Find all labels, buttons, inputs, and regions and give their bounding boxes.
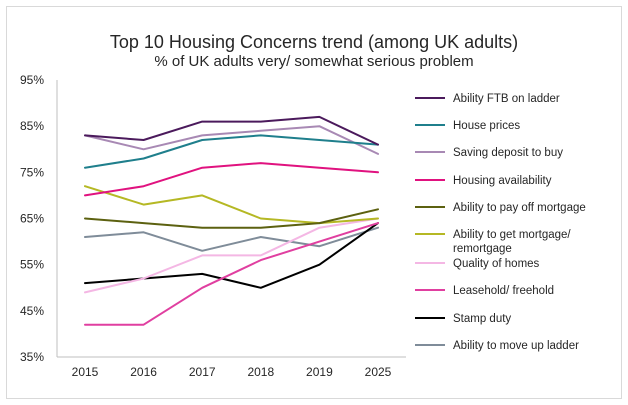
legend-label: Ability FTB on ladder <box>453 93 560 105</box>
legend-item-ability-ftb-on-ladder: Ability FTB on ladder <box>415 93 560 105</box>
y-tick-label: 45% <box>20 304 44 318</box>
legend-label: Stamp duty <box>453 313 511 325</box>
y-tick-label: 95% <box>20 73 44 87</box>
x-tick-label: 2017 <box>189 365 216 379</box>
legend-label: Ability to move up ladder <box>453 340 579 352</box>
legend-item-ability-to-pay-off-mortgage: Ability to pay off mortgage <box>415 202 586 214</box>
y-tick-label: 75% <box>20 165 44 179</box>
x-tick-label: 2015 <box>72 365 99 379</box>
legend-label: Ability to pay off mortgage <box>453 202 586 214</box>
chart-frame <box>6 6 622 399</box>
chart-title: Top 10 Housing Concerns trend (among UK … <box>109 32 519 52</box>
series-line-saving-deposit-to-buy <box>84 125 379 155</box>
y-tick-label: 65% <box>20 212 44 226</box>
legend-item-ability-to-get-mortgage-remortgage: Ability to get mortgage/remortgage <box>415 229 571 255</box>
legend-label: Quality of homes <box>453 258 540 270</box>
series-lines <box>84 115 379 326</box>
legend-item-quality-of-homes: Quality of homes <box>415 258 540 270</box>
y-tick-label: 55% <box>20 258 44 272</box>
series-line-stamp-duty <box>84 222 379 289</box>
y-tick-label: 35% <box>20 350 44 364</box>
series-line-housing-availability <box>84 162 379 197</box>
legend-label: Saving deposit to buy <box>453 147 563 159</box>
legend-label: Ability to get mortgage/ <box>453 229 571 241</box>
legend-item-leasehold-freehold: Leasehold/ freehold <box>415 285 554 297</box>
legend-item-stamp-duty: Stamp duty <box>415 313 511 325</box>
series-line-ability-ftb-on-ladder <box>84 115 379 146</box>
legend-label: Leasehold/ freehold <box>453 285 554 297</box>
series-line-leasehold-freehold <box>84 222 379 326</box>
x-tick-label: 2016 <box>130 365 157 379</box>
legend-item-saving-deposit-to-buy: Saving deposit to buy <box>415 147 563 159</box>
legend-item-housing-availability: Housing availability <box>415 175 552 187</box>
series-line-ability-to-pay-off-mortgage <box>84 208 379 229</box>
y-tick-label: 85% <box>20 119 44 133</box>
plot-area <box>56 80 406 358</box>
series-line-ability-to-get-mortgage-remortgage <box>84 185 379 225</box>
legend-label: Housing availability <box>453 175 552 187</box>
x-tick-label: 2019 <box>306 365 333 379</box>
series-line-house-prices <box>84 134 379 169</box>
series-line-quality-of-homes <box>84 217 379 294</box>
legend-label: House prices <box>453 120 520 132</box>
x-tick-label: 2018 <box>247 365 274 379</box>
series-line-ability-to-move-up-ladder <box>84 226 379 252</box>
legend: Ability FTB on ladder House prices Saving … <box>415 93 586 352</box>
legend-item-ability-to-move-up-ladder: Ability to move up ladder <box>415 340 579 352</box>
legend-label: remortgage <box>453 243 512 255</box>
legend-item-house-prices: House prices <box>415 120 520 132</box>
y-axis-ticks: 35% 45% 55% 65% 75% 85% 95% <box>20 73 44 364</box>
x-axis-ticks: 2015 2016 2017 2018 2019 2025 <box>72 365 392 379</box>
x-tick-label: 2025 <box>365 365 392 379</box>
chart-subtitle: % of UK adults very/ somewhat serious pr… <box>154 53 474 70</box>
